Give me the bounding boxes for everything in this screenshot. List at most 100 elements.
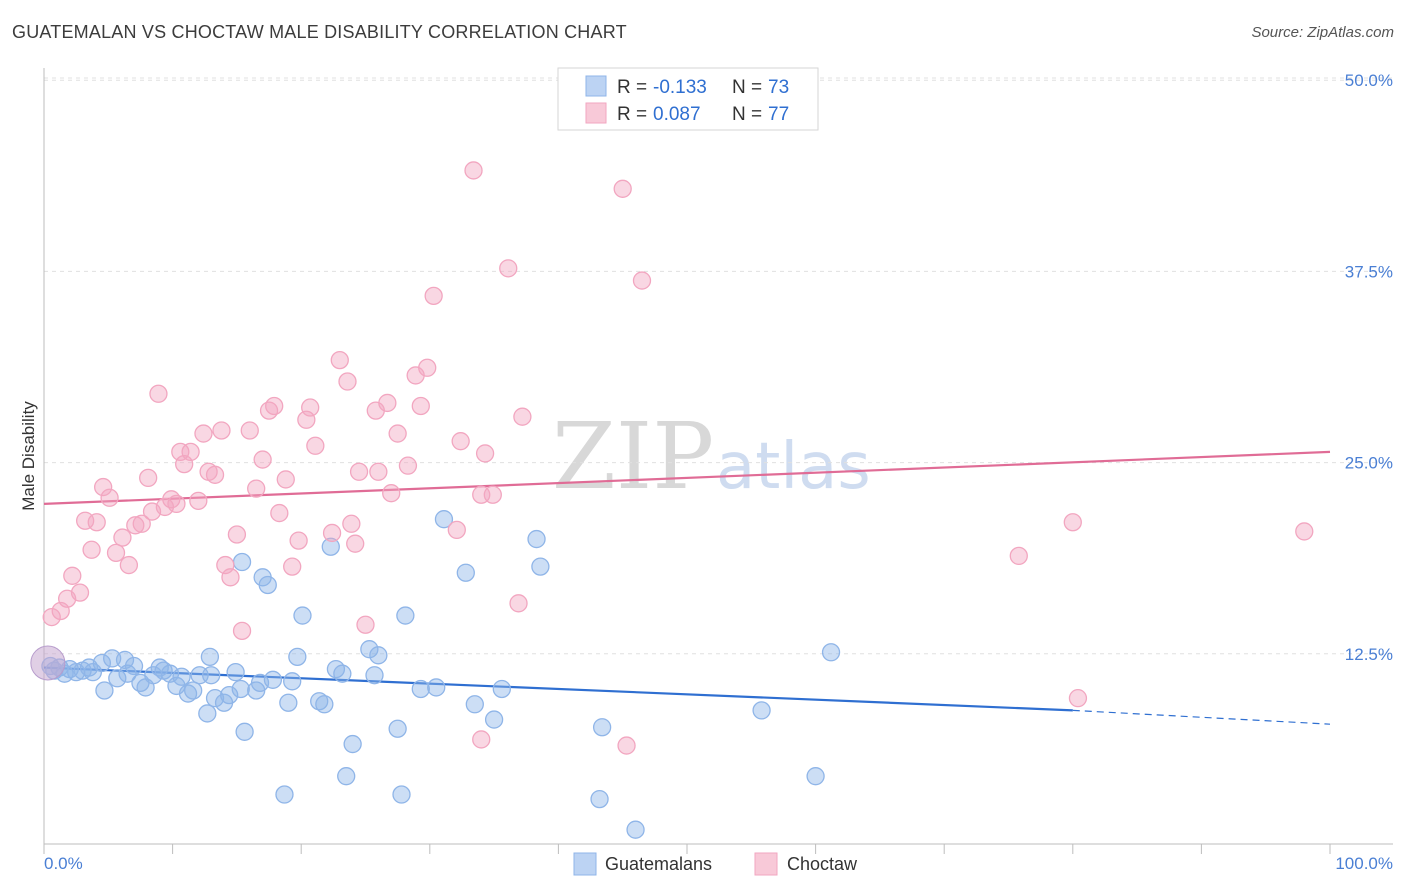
scatter-point-choctaw — [247, 479, 266, 498]
scatter-point-choctaw — [509, 594, 528, 613]
scatter-point-guatemalans — [333, 664, 352, 683]
scatter-point-guatemalans — [396, 606, 415, 625]
scatter-point-choctaw — [132, 514, 151, 533]
scatter-point-choctaw — [451, 432, 470, 451]
scatter-point-choctaw — [283, 557, 302, 576]
legend-r-value-2: 0.087 — [653, 104, 701, 125]
scatter-point-choctaw — [82, 540, 101, 559]
scatter-point-choctaw — [106, 543, 126, 562]
scatter-point-guatemalans — [258, 575, 277, 595]
scatter-point-guatemalans — [288, 647, 307, 667]
scatter-point-choctaw — [149, 384, 168, 403]
scatter-point-choctaw — [205, 465, 225, 484]
scatter-point-choctaw — [342, 514, 361, 533]
legend-r-value-1: -0.133 — [653, 77, 707, 98]
trend-line-guatemalans — [43, 666, 1073, 712]
scatter-point-choctaw — [94, 477, 113, 497]
scatter-point-guatemalans — [821, 643, 841, 662]
data-points — [30, 161, 1314, 839]
trend-line-choctaw — [43, 450, 1331, 505]
scatter-point-guatemalans — [465, 695, 484, 714]
scatter-point-choctaw — [322, 523, 342, 543]
scatter-point-choctaw — [499, 259, 518, 278]
scatter-point-guatemalans — [321, 537, 340, 556]
scatter-point-guatemalans — [115, 650, 135, 670]
scatter-point-guatemalans — [232, 552, 252, 572]
x-tick-label-max: 100.0% — [1335, 854, 1393, 873]
source-label: Source: ZipAtlas.com — [1251, 24, 1394, 41]
scatter-point-choctaw — [617, 736, 636, 755]
scatter-point-choctaw — [349, 462, 369, 481]
scatter-point-choctaw — [221, 568, 240, 587]
y-tick-labels: 12.5% 25.0% 37.5% 50.0% — [1345, 71, 1393, 664]
bottom-legend-swatch-choctaw — [754, 852, 778, 876]
scatter-point-guatemalans — [392, 785, 411, 804]
scatter-point-choctaw — [270, 503, 289, 523]
legend-r-label-2: R = — [617, 104, 647, 125]
scatter-point-choctaw — [338, 372, 357, 391]
scatter-point-choctaw — [330, 350, 349, 370]
scatter-point-choctaw — [464, 161, 483, 180]
scatter-point-guatemalans — [235, 722, 254, 741]
scatter-point-choctaw — [356, 615, 375, 634]
scatter-point-choctaw — [1295, 522, 1314, 541]
trend-lines — [43, 450, 1331, 725]
scatter-point-choctaw — [472, 730, 491, 749]
scatter-point-choctaw — [382, 484, 401, 503]
y-axis-title: Male Disability — [19, 401, 38, 511]
scatter-point-choctaw — [240, 421, 259, 440]
scatter-point-choctaw — [513, 407, 532, 426]
scatter-point-choctaw — [76, 511, 95, 530]
legend-swatch-guatemalans — [585, 75, 607, 97]
scatter-point-choctaw — [189, 491, 208, 510]
scatter-point-guatemalans — [95, 681, 114, 700]
scatter-point-choctaw — [119, 555, 139, 575]
trend-line-extension — [1072, 709, 1331, 725]
scatter-point-guatemalans — [427, 678, 446, 697]
scatter-point-choctaw — [1068, 689, 1088, 708]
scatter-point-choctaw — [613, 179, 632, 198]
watermark-atlas: atlas — [716, 430, 871, 504]
scatter-point-guatemalans — [315, 695, 334, 714]
scatter-point-choctaw — [100, 488, 119, 507]
scatter-point-guatemalans — [752, 701, 771, 720]
scatter-point-guatemalans — [456, 563, 475, 582]
watermark: ZIP atlas — [552, 403, 871, 510]
bottom-legend-swatch-guatemalans — [573, 852, 597, 876]
scatter-point-choctaw — [289, 531, 308, 550]
scatter-point-guatemalans — [108, 669, 127, 688]
legend-n-label-1: N = — [732, 77, 762, 98]
scatter-point-guatemalans — [92, 653, 112, 673]
scatter-point-guatemalans — [484, 710, 504, 729]
bottom-legend-choctaw: Choctaw — [787, 854, 858, 874]
scatter-point-guatemalans — [531, 557, 550, 576]
scatter-point-guatemalans — [263, 670, 283, 689]
scatter-point-choctaw — [378, 393, 397, 413]
overlap-cluster-point — [30, 645, 66, 681]
legend-n-value-1: 73 — [768, 77, 789, 98]
scatter-point-choctaw — [232, 621, 252, 641]
bottom-legend: Guatemalans Choctaw — [573, 852, 858, 876]
legend-r-label-1: R = — [617, 77, 647, 98]
scatter-point-choctaw — [475, 444, 495, 463]
scatter-point-choctaw — [1009, 546, 1028, 566]
scatter-point-choctaw — [139, 468, 158, 488]
scatter-point-guatemalans — [337, 767, 356, 786]
scatter-point-choctaw — [126, 516, 145, 535]
scatter-point-guatemalans — [360, 640, 379, 659]
scatter-point-guatemalans — [172, 667, 191, 686]
scatter-point-choctaw — [398, 456, 418, 475]
scatter-point-guatemalans — [626, 820, 645, 839]
scatter-point-guatemalans — [231, 679, 250, 699]
scatter-point-guatemalans — [226, 663, 245, 682]
scatter-point-guatemalans — [202, 666, 221, 685]
scatter-point-guatemalans — [279, 693, 298, 712]
scatter-point-choctaw — [418, 358, 437, 377]
scatter-point-guatemalans — [178, 684, 198, 703]
scatter-point-guatemalans — [205, 689, 225, 708]
scatter-point-guatemalans — [275, 785, 294, 804]
axes — [43, 68, 1393, 854]
scatter-point-guatemalans — [434, 510, 454, 529]
scatter-point-choctaw — [276, 470, 295, 489]
